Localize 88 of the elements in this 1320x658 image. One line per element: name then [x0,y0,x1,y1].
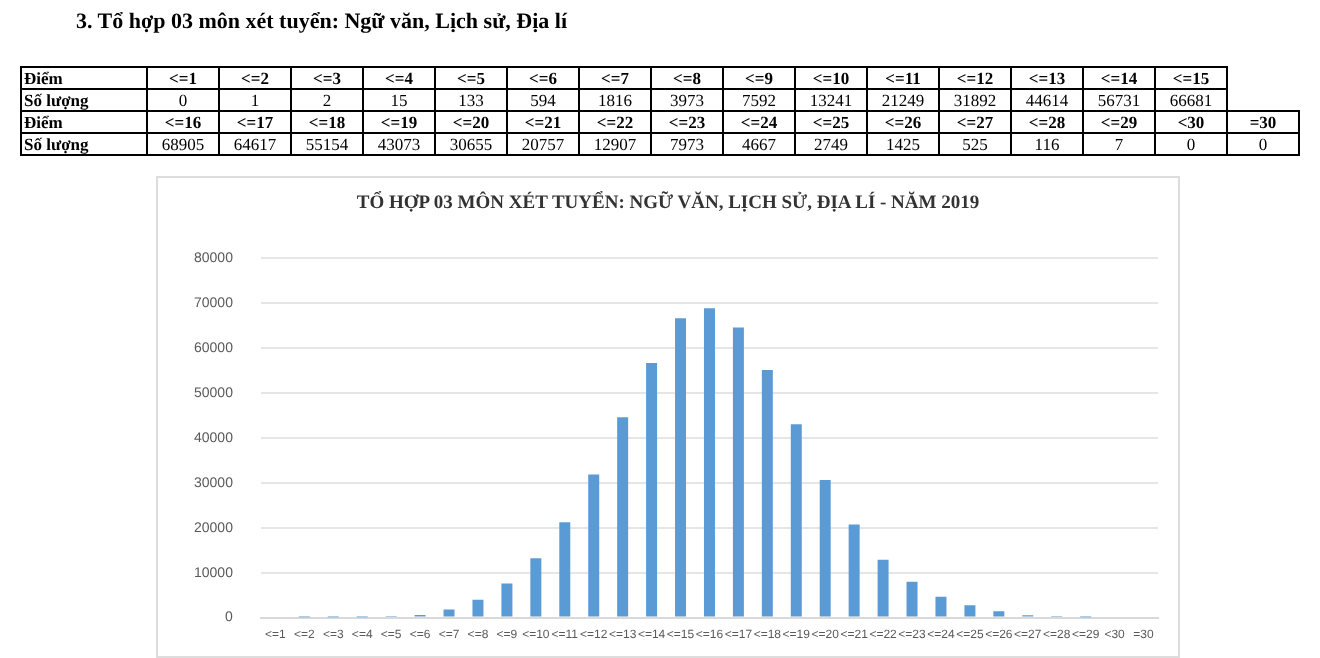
bar [530,558,542,617]
data-label: 13241 [795,89,867,111]
category-label: <=2 [219,67,291,89]
category-label: <=18 [291,111,363,133]
text: Số lượng [21,89,147,111]
bar [732,327,744,617]
data-label: 20757 [507,133,579,155]
data-label: 1425 [867,133,939,155]
data-label: 0 [1155,133,1227,155]
data-label: 4667 [723,133,795,155]
category-label: <=17 [219,111,291,133]
category-label: <=16 [147,111,219,133]
category-label: <=20 [435,111,507,133]
data-label: 68905 [147,133,219,155]
category-label: <=27 [939,111,1011,133]
bar [877,559,889,617]
bar [906,581,918,617]
data-label: 7592 [723,89,795,111]
bar [761,369,773,617]
data-label: 1 [219,89,291,111]
data-label: 7973 [651,133,723,155]
bar [617,417,629,617]
category-label: <=13 [1011,67,1083,89]
bar [703,308,715,617]
category-label: <=11 [867,67,939,89]
category-label: <=3 [291,67,363,89]
bar [964,605,976,617]
data-label: 30655 [435,133,507,155]
data-label: 116 [1011,133,1083,155]
category-label: <=15 [1155,67,1227,89]
category-label: <=28 [1011,111,1083,133]
chart-title: TỔ HỢP 03 MÔN XÉT TUYỂN: NGỮ VĂN, LỊCH SỬ, ĐỊA LÍ - NĂM 2019 [354,194,982,214]
data-label: 56731 [1083,89,1155,111]
data-label: 21249 [867,89,939,111]
category-label: <=10 [795,67,867,89]
data-label: 44614 [1011,89,1083,111]
text: 3. Tổ hợp 03 môn xét tuyển: Ngữ văn, Lịch sử, Địa lí [76,10,568,34]
data-label: 43073 [363,133,435,155]
category-label: =30 [1227,111,1299,133]
category-label: <=7 [579,67,651,89]
bar [935,596,947,617]
category-label: <30 [1155,111,1227,133]
category-label: <=9 [723,67,795,89]
category-label: <=8 [651,67,723,89]
text: Số lượng [24,134,89,154]
text: Điểm [21,111,147,133]
category-label: <=23 [651,111,723,133]
data-label: 1816 [579,89,651,111]
bar [848,524,860,617]
bar [675,318,687,617]
data-label: 525 [939,133,1011,155]
data-label: 12907 [579,133,651,155]
data-label: 594 [507,89,579,111]
bar [993,611,1005,617]
bar [790,424,802,617]
category-label: <=12 [939,67,1011,89]
data-label: 55154 [291,133,363,155]
category-label: <=24 [723,111,795,133]
text: Điểm [24,68,63,88]
data-label: 2749 [795,133,867,155]
data-label: 2 [291,89,363,111]
category-label: <=25 [795,111,867,133]
category-label: <=29 [1083,111,1155,133]
category-label: <=21 [507,111,579,133]
data-label: 7 [1083,133,1155,155]
category-label: <=6 [507,67,579,89]
bar [819,479,831,617]
bar [472,599,484,617]
data-label: 3973 [651,89,723,111]
category-label: <=22 [579,111,651,133]
category-label: <=5 [435,67,507,89]
data-label: 31892 [939,89,1011,111]
data-label: 15 [363,89,435,111]
data-label: 0 [1227,133,1299,155]
bar [443,609,455,617]
bar [501,583,513,617]
category-label: <=19 [363,111,435,133]
bar [559,522,571,617]
bar [646,362,658,617]
data-label: 0 [147,89,219,111]
category-label: <=26 [867,111,939,133]
data-label: 64617 [219,133,291,155]
category-label: <=14 [1083,67,1155,89]
data-label: 66681 [1155,89,1227,111]
bar [588,474,600,617]
category-label: <=1 [147,67,219,89]
category-label: <=4 [363,67,435,89]
data-label: 133 [435,89,507,111]
